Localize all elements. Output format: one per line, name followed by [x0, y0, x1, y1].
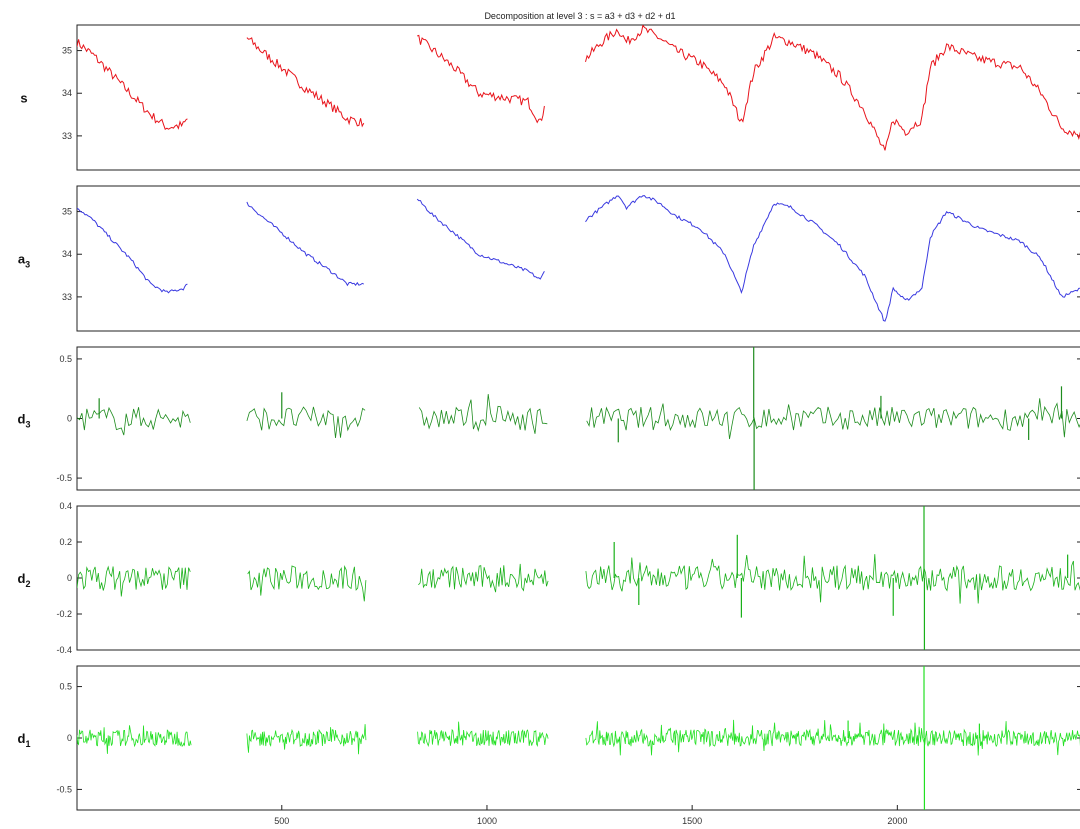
y-tick-label: 0	[67, 414, 72, 424]
series-line-3	[416, 198, 545, 280]
axes-box	[76, 346, 1080, 491]
y-tick-label: 0.5	[59, 354, 72, 364]
plot-area	[77, 347, 1080, 490]
axes-box	[76, 185, 1080, 332]
series-line-4	[585, 195, 1080, 322]
detail-trace	[77, 554, 1080, 604]
subplots: 33 34 35 s 33 34 35 a3 -0.5 0 0.5 d3 -0.4 -0.2 0 0.2 0.4…	[18, 24, 1080, 826]
subplot-2: 33 34 35 a3	[18, 185, 1080, 332]
y-tick-label: 33	[62, 131, 72, 141]
y-tick-label: 35	[62, 207, 72, 217]
plot-area	[77, 506, 1080, 650]
row-label: d1	[18, 731, 31, 749]
y-tick-label: 0.4	[59, 501, 72, 511]
detail-trace	[77, 394, 1080, 440]
axes-box	[76, 665, 1080, 811]
plot-area	[77, 25, 1080, 151]
row-label: s	[20, 91, 27, 106]
y-tick-label: -0.4	[56, 645, 72, 655]
y-tick-label: 34	[62, 88, 72, 98]
subplot-5: -0.5 0 0.5 d1 500 1000 1500 2000	[18, 665, 1080, 826]
axes-box	[76, 24, 1080, 171]
series-line-1	[77, 207, 188, 294]
series-line-2	[246, 201, 365, 287]
y-tick-label: 0.5	[59, 682, 72, 692]
y-tick-label: -0.5	[56, 473, 72, 483]
y-tick-label: 33	[62, 292, 72, 302]
y-tick-label: 35	[62, 46, 72, 56]
plot-area	[77, 195, 1080, 322]
subplot-1: 33 34 35 s	[20, 24, 1080, 171]
series-line-2	[246, 37, 365, 128]
y-tick-label: 0	[67, 573, 72, 583]
y-tick-label: 34	[62, 249, 72, 259]
row-label: d2	[18, 571, 31, 589]
detail-trace	[77, 719, 1080, 756]
subplot-3: -0.5 0 0.5 d3	[18, 346, 1080, 491]
series-line-1	[77, 39, 188, 130]
row-label: a3	[18, 252, 30, 270]
y-tick-label: 0	[67, 733, 72, 743]
series-line-3	[417, 34, 545, 124]
plot-area	[77, 666, 1080, 810]
figure-title: Decomposition at level 3 : s = a3 + d3 +…	[484, 11, 675, 21]
x-tick-label: 1000	[477, 816, 497, 826]
series-line-4	[585, 25, 1080, 151]
y-tick-label: -0.2	[56, 609, 72, 619]
x-tick-label: 2000	[887, 816, 907, 826]
y-tick-label: 0.2	[59, 537, 72, 547]
axes-box	[76, 505, 1080, 651]
x-tick-label: 1500	[682, 816, 702, 826]
row-label: d3	[18, 412, 31, 430]
x-tick-label: 500	[274, 816, 289, 826]
y-tick-label: -0.5	[56, 784, 72, 794]
subplot-4: -0.4 -0.2 0 0.2 0.4 d2	[18, 501, 1080, 655]
